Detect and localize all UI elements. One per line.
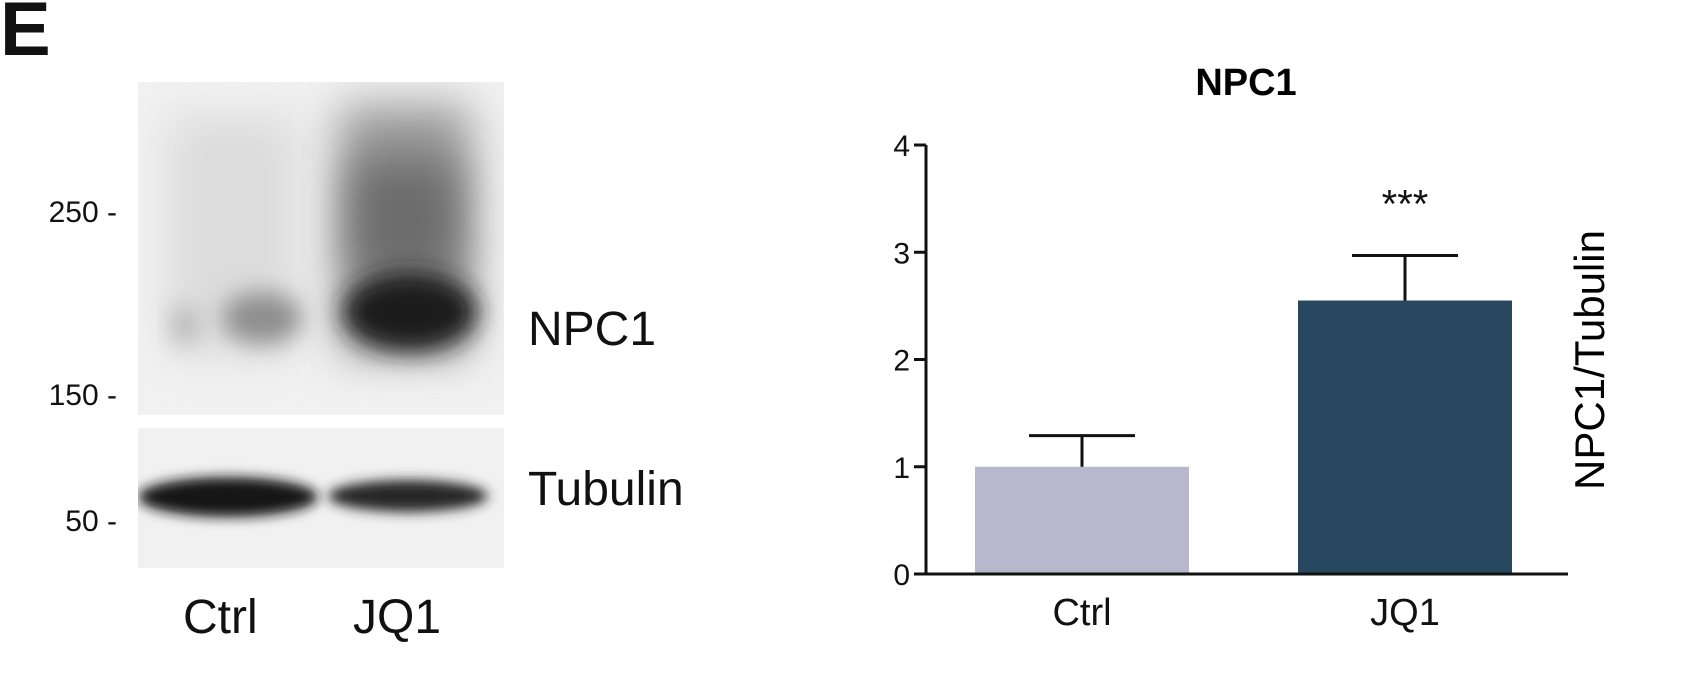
band-label-tubulin: Tubulin (528, 463, 684, 516)
bar-jq1 (1298, 300, 1512, 574)
y-tick-label-0: 0 (893, 559, 910, 592)
y-tick-label-3: 3 (893, 237, 910, 270)
mw-marker-250: 250 - (48, 196, 117, 229)
band-label-npc1: NPC1 (528, 303, 657, 356)
y-axis-label: NPC1/Tubulin (1566, 230, 1613, 490)
western-blot (138, 82, 504, 568)
y-tick-label-2: 2 (893, 345, 910, 378)
y-tick-label-1: 1 (893, 452, 910, 485)
chart-title: NPC1 (1195, 62, 1296, 104)
lane-label-jq1: JQ1 (353, 591, 442, 644)
panel-letter: E (0, 0, 51, 72)
mw-marker-50: 50 - (65, 505, 117, 538)
bar-chart: NPC1 NPC1/Tubulin 0 1 2 3 4 Ctrl *** JQ1 (893, 62, 1613, 634)
mw-marker-150: 150 - (48, 379, 117, 412)
significance-label: *** (1382, 182, 1429, 226)
npc1-blot (138, 82, 504, 415)
y-tick-label-4: 4 (893, 130, 910, 163)
tubulin-blot (138, 428, 504, 568)
x-tick-label-jq1: JQ1 (1370, 592, 1440, 634)
x-tick-label-ctrl: Ctrl (1052, 592, 1111, 634)
bar-ctrl (975, 466, 1189, 574)
lane-label-ctrl: Ctrl (183, 591, 258, 644)
